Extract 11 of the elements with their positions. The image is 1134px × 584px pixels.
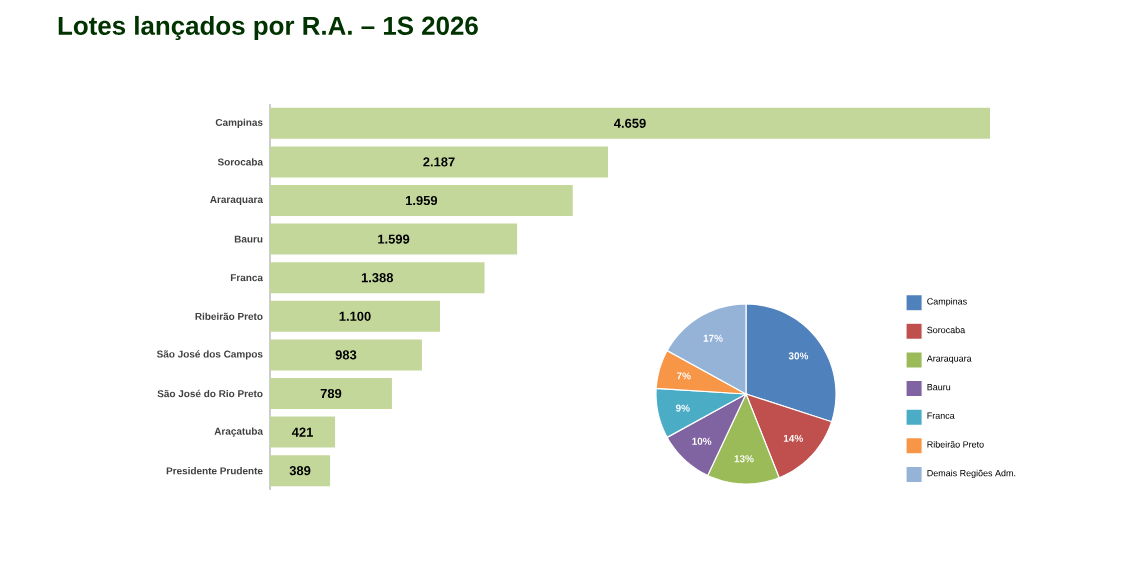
- bar: [270, 455, 331, 487]
- chart-title: Lotes lançados por R.A. – 1S 2026: [58, 15, 478, 41]
- bar: [270, 223, 518, 255]
- bar: [270, 416, 336, 448]
- bar: [270, 339, 422, 371]
- bar: [270, 185, 573, 216]
- bar: [270, 300, 440, 332]
- bar: [270, 146, 608, 178]
- bar: [270, 378, 392, 409]
- bar: [270, 262, 485, 294]
- bar: [270, 107, 991, 139]
